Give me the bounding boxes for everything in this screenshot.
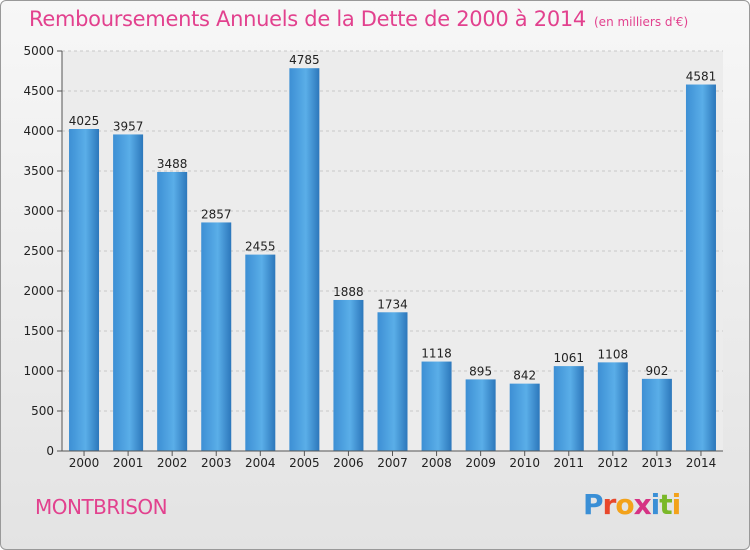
x-tick-label-2011: 2011: [553, 456, 584, 470]
bar-2014: [685, 84, 716, 452]
data-label-2003: 2857: [201, 207, 232, 221]
data-label-2005: 4785: [289, 53, 320, 67]
bar-2007: [377, 312, 408, 451]
data-label-2007: 1734: [377, 297, 408, 311]
x-tick-label-2006: 2006: [333, 456, 364, 470]
town-name: MONTBRISON: [35, 495, 168, 519]
x-tick-label-2001: 2001: [113, 456, 144, 470]
y-tick-label: 3000: [23, 204, 54, 218]
title-text: Remboursements Annuels de la Dette de 20…: [29, 7, 586, 31]
y-tick-label: 5000: [23, 44, 54, 58]
bar-2009: [465, 379, 496, 451]
x-tick-label-2012: 2012: [598, 456, 629, 470]
chart-title: Remboursements Annuels de la Dette de 20…: [29, 7, 688, 31]
logo-letter: o: [615, 488, 634, 521]
x-tick-label-2000: 2000: [69, 456, 100, 470]
proxiti-logo: Proxiti: [583, 488, 682, 521]
y-axis: 0 500 1000 1500 2000 2500 3000 3500 4000 4500 5000: [23, 44, 63, 458]
bar-2013: [641, 378, 672, 451]
x-tick-label-2005: 2005: [289, 456, 320, 470]
data-label-2006: 1888: [333, 285, 364, 299]
bar-2006: [333, 299, 364, 451]
x-tick-label-2010: 2010: [509, 456, 540, 470]
bars: 4025 3957 3488 2857 2455 4785 1888 1734 1118 895 8…: [69, 53, 717, 452]
x-tick-label-2003: 2003: [201, 456, 232, 470]
x-tick-label-2007: 2007: [377, 456, 408, 470]
y-tick-label: 0: [46, 444, 54, 458]
data-label-2012: 1108: [598, 347, 629, 361]
data-label-2013: 902: [645, 364, 668, 378]
logo-letter: i: [671, 488, 682, 521]
y-tick-label: 1000: [23, 364, 54, 378]
logo-letter: t: [659, 488, 672, 521]
data-label-2004: 2455: [245, 240, 276, 254]
data-label-2011: 1061: [553, 351, 584, 365]
logo-letter: r: [602, 488, 617, 521]
logo-letter: x: [633, 488, 652, 521]
x-axis: 2000 2001 2002 2003 2004 2005 2006 2007 2008 2009…: [62, 450, 723, 470]
x-tick-label-2004: 2004: [245, 456, 276, 470]
data-label-2014: 4581: [686, 70, 717, 84]
y-tick-label: 3500: [23, 164, 54, 178]
data-label-2000: 4025: [69, 114, 100, 128]
bar-2002: [157, 171, 188, 451]
bar-2000: [69, 129, 100, 451]
data-label-2002: 3488: [157, 157, 188, 171]
data-label-2008: 1118: [421, 347, 452, 361]
logo-letter: i: [650, 488, 661, 521]
x-tick-label-2002: 2002: [157, 456, 188, 470]
bar-2011: [553, 366, 584, 451]
title-unit: (en milliers d'€): [594, 15, 689, 29]
y-tick-label: 4500: [23, 84, 54, 98]
x-tick-label-2013: 2013: [642, 456, 673, 470]
data-label-2010: 842: [513, 369, 536, 383]
x-tick-label-2014: 2014: [686, 456, 717, 470]
y-tick-label: 2500: [23, 244, 54, 258]
y-tick-label: 4000: [23, 124, 54, 138]
bar-2001: [113, 134, 144, 451]
bar-2008: [421, 361, 452, 451]
bar-2003: [201, 222, 232, 451]
logo-letter: P: [583, 488, 604, 521]
x-tick-label-2008: 2008: [421, 456, 452, 470]
data-label-2009: 895: [469, 364, 492, 378]
bar-2005: [289, 68, 320, 451]
y-tick-label: 2000: [23, 284, 54, 298]
bar-2012: [597, 362, 628, 451]
x-tick-label-2009: 2009: [465, 456, 496, 470]
y-tick-label: 500: [31, 404, 54, 418]
bar-2004: [245, 254, 276, 451]
bar-2010: [509, 383, 540, 451]
data-label-2001: 3957: [113, 119, 144, 133]
y-tick-label: 1500: [23, 324, 54, 338]
